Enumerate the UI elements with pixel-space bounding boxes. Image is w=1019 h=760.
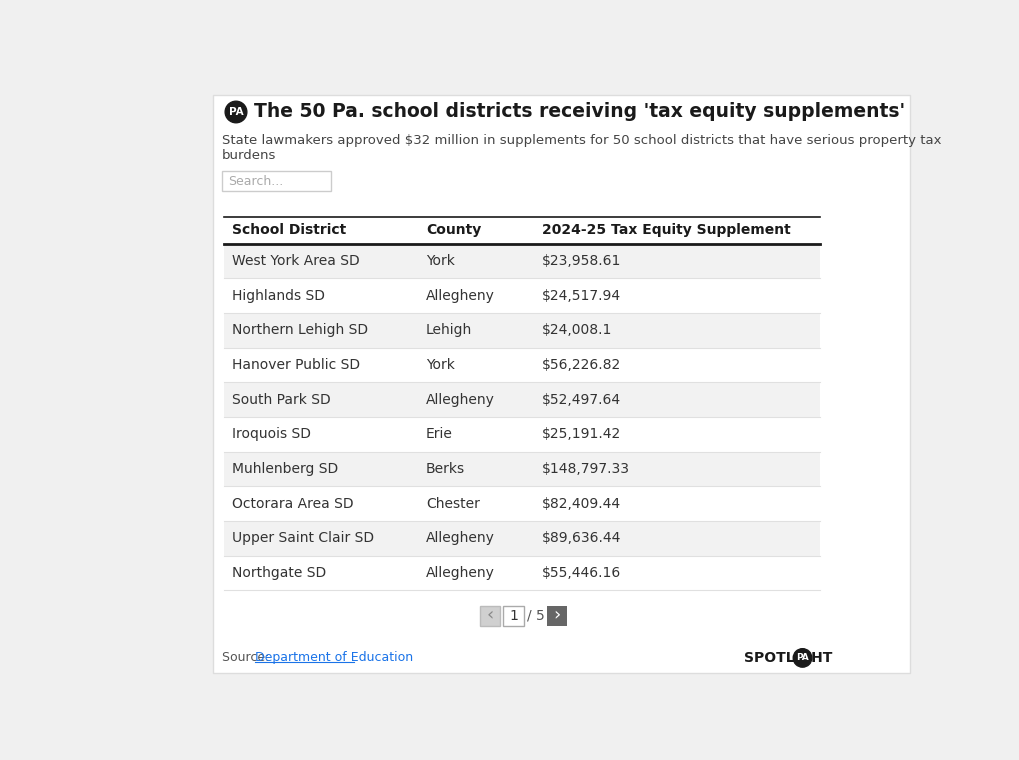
Text: $23,958.61: $23,958.61 [541, 254, 621, 268]
FancyBboxPatch shape [224, 347, 819, 382]
Text: York: York [426, 358, 454, 372]
Text: SPOTLIGHT: SPOTLIGHT [743, 651, 832, 665]
Text: $55,446.16: $55,446.16 [541, 566, 621, 580]
Text: ‹: ‹ [486, 606, 493, 625]
Text: Department of Education: Department of Education [255, 651, 413, 664]
Text: Search...: Search... [228, 175, 283, 188]
Text: $82,409.44: $82,409.44 [541, 496, 621, 511]
Text: Erie: Erie [426, 427, 452, 442]
FancyBboxPatch shape [224, 556, 819, 591]
FancyBboxPatch shape [503, 606, 523, 625]
FancyBboxPatch shape [224, 278, 819, 313]
Text: $24,008.1: $24,008.1 [541, 323, 611, 337]
Text: PA: PA [228, 107, 244, 117]
Text: West York Area SD: West York Area SD [232, 254, 360, 268]
Text: $56,226.82: $56,226.82 [541, 358, 621, 372]
FancyBboxPatch shape [224, 382, 819, 417]
FancyBboxPatch shape [224, 521, 819, 556]
Text: Allegheny: Allegheny [426, 531, 494, 545]
Text: County: County [426, 223, 481, 237]
FancyBboxPatch shape [224, 486, 819, 521]
FancyBboxPatch shape [480, 606, 499, 625]
FancyBboxPatch shape [224, 451, 819, 486]
Text: Allegheny: Allegheny [426, 566, 494, 580]
Text: Muhlenberg SD: Muhlenberg SD [232, 462, 338, 476]
FancyBboxPatch shape [224, 417, 819, 451]
FancyBboxPatch shape [224, 313, 819, 347]
Circle shape [225, 101, 247, 123]
Text: Octorara Area SD: Octorara Area SD [232, 496, 354, 511]
Text: $89,636.44: $89,636.44 [541, 531, 621, 545]
Text: Iroquois SD: Iroquois SD [232, 427, 311, 442]
FancyBboxPatch shape [224, 244, 819, 278]
Text: ›: › [552, 606, 559, 625]
Text: Berks: Berks [426, 462, 465, 476]
Text: Upper Saint Clair SD: Upper Saint Clair SD [232, 531, 374, 545]
Text: State lawmakers approved $32 million in supplements for 50 school districts that: State lawmakers approved $32 million in … [222, 134, 941, 162]
Text: Northern Lehigh SD: Northern Lehigh SD [232, 323, 368, 337]
Text: Allegheny: Allegheny [426, 289, 494, 302]
Text: / 5: / 5 [527, 609, 544, 622]
Text: 2024-25 Tax Equity Supplement: 2024-25 Tax Equity Supplement [541, 223, 790, 237]
Text: $148,797.33: $148,797.33 [541, 462, 630, 476]
Text: $52,497.64: $52,497.64 [541, 393, 621, 407]
Circle shape [793, 649, 811, 667]
Text: Allegheny: Allegheny [426, 393, 494, 407]
Text: Chester: Chester [426, 496, 479, 511]
Text: The 50 Pa. school districts receiving 'tax equity supplements': The 50 Pa. school districts receiving 't… [254, 103, 904, 122]
Text: $25,191.42: $25,191.42 [541, 427, 621, 442]
Text: Northgate SD: Northgate SD [232, 566, 326, 580]
Text: 1: 1 [508, 609, 518, 622]
Text: Highlands SD: Highlands SD [232, 289, 325, 302]
FancyBboxPatch shape [213, 95, 909, 673]
Text: Lehigh: Lehigh [426, 323, 472, 337]
Text: Hanover Public SD: Hanover Public SD [232, 358, 360, 372]
FancyBboxPatch shape [222, 171, 330, 192]
Text: School District: School District [232, 223, 346, 237]
Text: South Park SD: South Park SD [232, 393, 330, 407]
Text: PA: PA [796, 654, 808, 663]
Text: $24,517.94: $24,517.94 [541, 289, 621, 302]
FancyBboxPatch shape [546, 606, 567, 625]
Text: Source:: Source: [222, 651, 273, 664]
Text: York: York [426, 254, 454, 268]
